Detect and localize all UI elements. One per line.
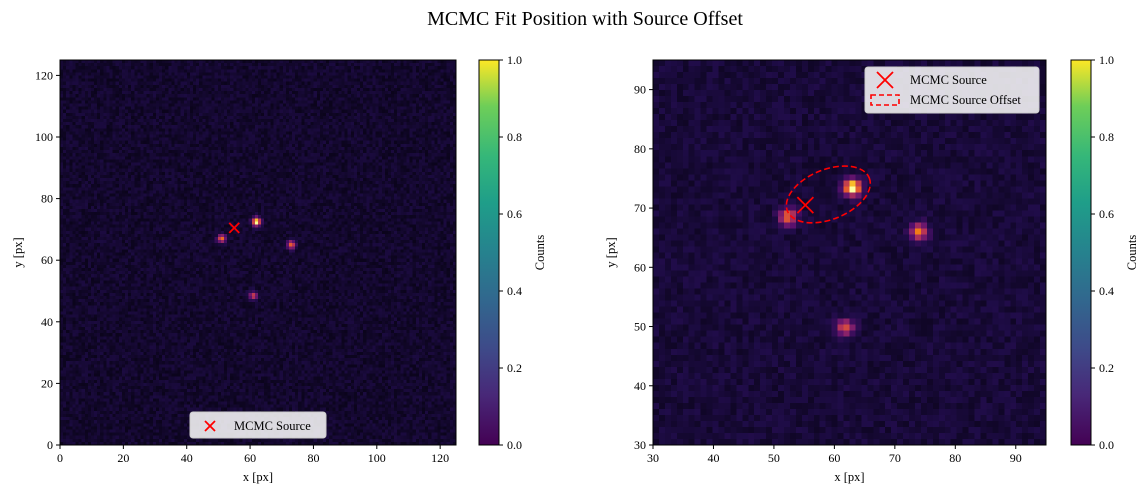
y-tick-label: 60 [634, 260, 646, 274]
x-tick-label: 0 [57, 451, 63, 465]
panel-left: 0 20 40 60 80 100 120 0 20 40 60 80 100 120 x [px] y [p… [11, 53, 547, 484]
colorbar-gradient [478, 59, 500, 446]
x-tick-label: 50 [768, 451, 780, 465]
colorbar-tick-label: 0.8 [507, 130, 522, 144]
figure-title: MCMC Fit Position with Source Offset [427, 8, 743, 30]
offset-ellipse [785, 165, 872, 224]
y-tick-label: 60 [41, 253, 53, 267]
colorbar-tick-label: 1.0 [1099, 53, 1114, 67]
colorbar-label: Counts [1125, 235, 1139, 271]
y-tick-label: 0 [47, 438, 53, 452]
legend-entry-label: MCMC Source [910, 73, 987, 87]
y-axis-label: y [px] [604, 237, 618, 267]
x-tick-label: 90 [1010, 451, 1022, 465]
heatmap-image-right [653, 60, 1046, 445]
legend-ellipse-icon [870, 94, 900, 106]
colorbar-tick-label: 0.8 [1099, 130, 1114, 144]
x-tick-label: 120 [431, 451, 449, 465]
legend-left: MCMC Source [189, 411, 327, 439]
x-tick-label: 30 [647, 451, 659, 465]
y-tick-label: 40 [41, 315, 53, 329]
y-tick-label: 70 [634, 201, 646, 215]
y-tick-label: 40 [634, 379, 646, 393]
legend-right: MCMC Source MCMC Source Offset [864, 66, 1040, 114]
colorbar-left: 0.0 0.2 0.4 0.6 0.8 1.0 Counts [478, 53, 547, 452]
colorbar-tick-label: 0.6 [507, 207, 522, 221]
colorbar-right: 0.0 0.2 0.4 0.6 0.8 1.0 Counts [1070, 53, 1139, 452]
colorbar-tick-label: 0.0 [507, 438, 522, 452]
legend-entry-label: MCMC Source [234, 419, 311, 433]
x-axis-label: x [px] [243, 470, 273, 484]
y-axis-label: y [px] [11, 237, 25, 267]
colorbar-tick-label: 0.6 [1099, 207, 1114, 221]
axes-frame-left [59, 59, 457, 446]
y-tick-label: 80 [634, 142, 646, 156]
colorbar-tick-label: 0.2 [507, 361, 522, 375]
x-axis-label: x [px] [834, 470, 864, 484]
x-tick-label: 80 [307, 451, 319, 465]
y-tick-label: 50 [634, 320, 646, 334]
panel-right: 30 40 50 60 70 80 90 30 40 50 60 70 80 90 x [px] y [px]… [604, 53, 1139, 484]
colorbar-tick-label: 1.0 [507, 53, 522, 67]
x-tick-label: 20 [117, 451, 129, 465]
x-tick-label: 40 [707, 451, 719, 465]
colorbar-label: Counts [533, 235, 547, 271]
y-tick-label: 100 [35, 130, 53, 144]
y-tick-label: 20 [41, 376, 53, 390]
colorbar-tick-label: 0.4 [1099, 284, 1114, 298]
axes-frame-right [652, 59, 1047, 446]
mcmc-source-marker [796, 196, 814, 214]
colorbar-gradient [1070, 59, 1092, 446]
y-tick-label: 120 [35, 68, 53, 82]
x-tick-label: 60 [244, 451, 256, 465]
y-tick-label: 90 [634, 83, 646, 97]
heatmap-image-left [60, 60, 456, 445]
y-tick-label: 30 [634, 438, 646, 452]
y-tick-label: 80 [41, 192, 53, 206]
colorbar-tick-label: 0.4 [507, 284, 522, 298]
mcmc-source-marker [228, 222, 240, 234]
x-tick-label: 100 [368, 451, 386, 465]
x-tick-label: 60 [828, 451, 840, 465]
colorbar-tick-label: 0.2 [1099, 361, 1114, 375]
colorbar-tick-label: 0.0 [1099, 438, 1114, 452]
x-tick-label: 40 [181, 451, 193, 465]
legend-entry-label: MCMC Source Offset [910, 93, 1021, 107]
x-tick-label: 80 [949, 451, 961, 465]
x-tick-label: 70 [889, 451, 901, 465]
